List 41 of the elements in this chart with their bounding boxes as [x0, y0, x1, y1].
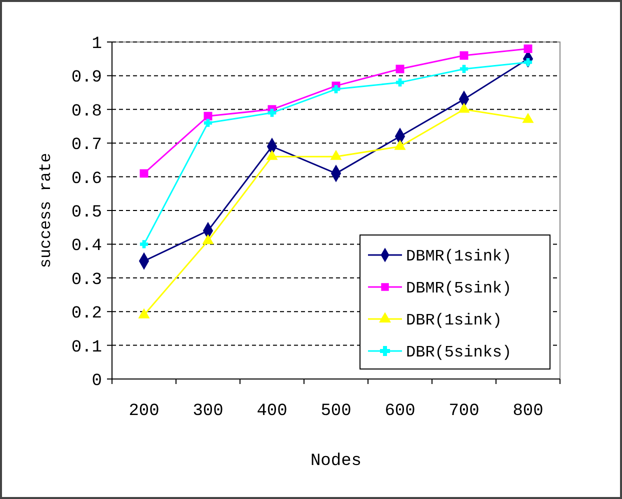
legend-label: DBR(5sinks): [406, 344, 512, 362]
y-tick-label: 0.6: [71, 170, 102, 189]
y-tick-label: 0.7: [71, 136, 102, 156]
legend-label: DBR(1sink): [406, 312, 502, 330]
point: [460, 64, 468, 74]
point: [140, 169, 148, 178]
point: [524, 44, 532, 53]
x-tick-label: 200: [128, 402, 160, 421]
point: [140, 240, 148, 248]
point: [268, 108, 276, 117]
y-tick-label: 1: [92, 34, 102, 54]
point: [396, 78, 404, 86]
y-tick-label: 0: [92, 372, 102, 391]
y-tick-label: 0.4: [71, 237, 102, 256]
x-tick-label: 600: [384, 402, 416, 421]
x-tick-label: 400: [256, 402, 288, 421]
point: [394, 140, 406, 150]
point: [396, 64, 404, 74]
point: [202, 234, 214, 244]
y-tick-label: 0.3: [71, 270, 102, 290]
y-tick-label: 0.5: [71, 203, 102, 222]
y-tick-label: 0.9: [71, 68, 102, 88]
point: [266, 150, 278, 160]
x-tick-label: 700: [448, 402, 480, 421]
point: [330, 150, 342, 160]
point: [204, 118, 212, 127]
y-tick-label: 0.8: [71, 102, 102, 122]
legend-label: DBMR(1sink): [406, 248, 512, 266]
y-tick-label: 0.1: [71, 338, 102, 358]
x-tick-label: 500: [320, 402, 352, 421]
x-tick-label: 800: [512, 402, 544, 421]
point: [460, 51, 468, 60]
point: [332, 85, 340, 94]
legend-label: DBMR(5sink): [406, 280, 512, 298]
point: [522, 113, 534, 123]
point: [138, 308, 150, 318]
point: [458, 103, 470, 113]
x-axis-title: Nodes: [310, 452, 362, 471]
y-tick-label: 0.2: [71, 304, 102, 324]
x-tick-label: 300: [192, 402, 224, 421]
y-axis-title: success rate: [37, 152, 55, 268]
